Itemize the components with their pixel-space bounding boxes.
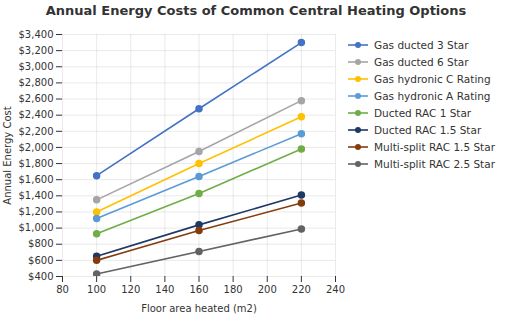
svg-text:$600: $600: [28, 255, 53, 266]
svg-text:$800: $800: [28, 238, 53, 249]
svg-text:$3,200: $3,200: [19, 45, 54, 56]
html-text:Multi-split RAC 1.5 Star: Multi-split RAC 1.5 Star: [374, 140, 495, 153]
svg-text:120: 120: [121, 284, 140, 295]
svg-text:$2,800: $2,800: [19, 77, 54, 88]
svg-text:$1,600: $1,600: [19, 174, 54, 185]
svg-text:$1,800: $1,800: [19, 158, 54, 169]
svg-text:180: 180: [224, 284, 243, 295]
svg-text:$3,400: $3,400: [19, 29, 54, 40]
svg-text:$2,200: $2,200: [19, 126, 54, 137]
svg-text:$1,200: $1,200: [19, 206, 54, 217]
svg-text:220: 220: [292, 284, 311, 295]
svg-text:$2,000: $2,000: [19, 142, 54, 153]
svg-text:160: 160: [189, 284, 208, 295]
svg-text:140: 140: [155, 284, 174, 295]
html-text:Gas hydronic C Rating: Gas hydronic C Rating: [374, 72, 491, 85]
svg-text:Floor area heated (m2): Floor area heated (m2): [141, 303, 257, 314]
html-text:Gas ducted 6 Star: Gas ducted 6 Star: [374, 55, 469, 68]
svg-text:$2,400: $2,400: [19, 109, 54, 120]
html-text:Multi-split RAC 2.5 Star: Multi-split RAC 2.5 Star: [374, 157, 495, 170]
svg-text:$1,000: $1,000: [19, 222, 54, 233]
svg-text:$400: $400: [28, 271, 53, 282]
svg-text:240: 240: [326, 284, 345, 295]
svg-text:100: 100: [87, 284, 106, 295]
html-text:Annual Energy Costs of Common: Annual Energy Costs of Common Central He…: [45, 3, 467, 18]
html-text:Gas ducted 3 Star: Gas ducted 3 Star: [374, 38, 469, 51]
svg-text:80: 80: [56, 284, 69, 295]
html-text:Ducted RAC 1 Star: Ducted RAC 1 Star: [374, 106, 472, 119]
svg-text:$1,400: $1,400: [19, 190, 54, 201]
html-text:Gas hydronic A Rating: Gas hydronic A Rating: [374, 89, 491, 102]
html-text:Ducted RAC 1.5 Star: Ducted RAC 1.5 Star: [374, 123, 482, 136]
svg-text:200: 200: [258, 284, 277, 295]
svg-text:$3,000: $3,000: [19, 61, 54, 72]
svg-text:$2,600: $2,600: [19, 93, 54, 104]
svg-text:Annual Energy Cost: Annual Energy Cost: [2, 106, 13, 204]
